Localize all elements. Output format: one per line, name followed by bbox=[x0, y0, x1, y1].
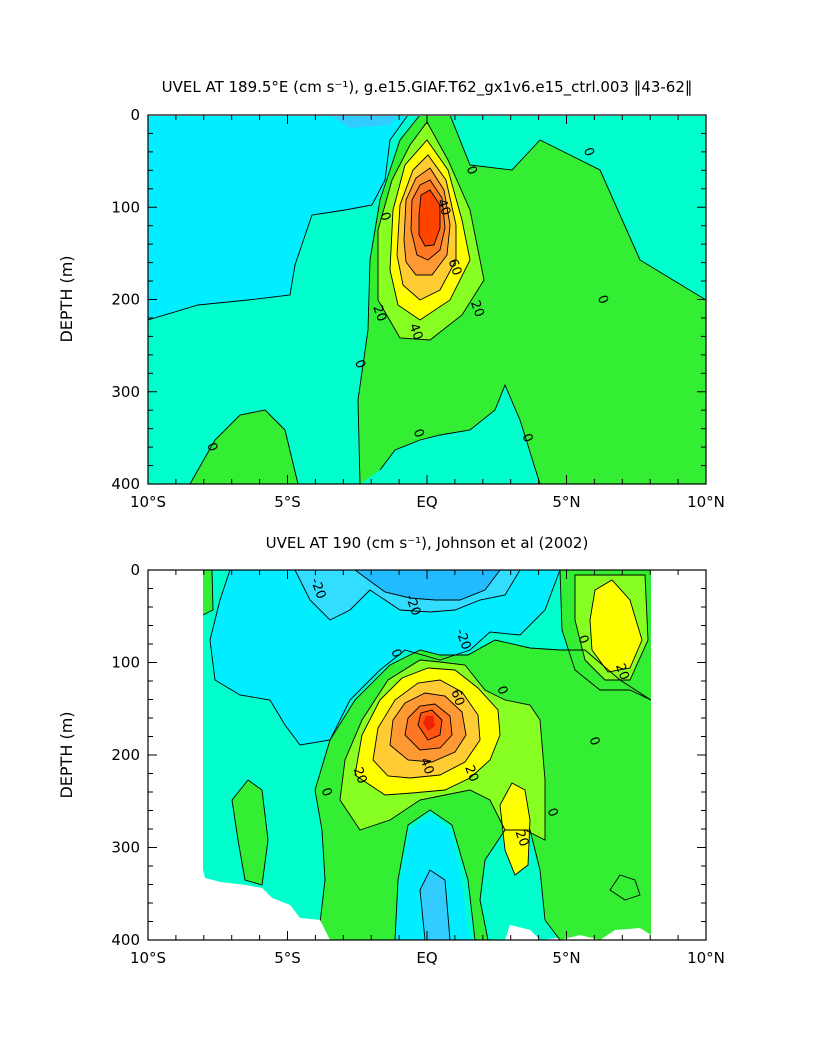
bottom-band-yellow-mid bbox=[500, 783, 530, 875]
y-tick-label: 100 bbox=[111, 654, 140, 672]
contour-label: 40 bbox=[433, 197, 453, 218]
top-band-cyan-surface bbox=[330, 115, 398, 128]
contour-label: 40 bbox=[405, 322, 425, 343]
top-axes: 10°S 5°S EQ 5°N 10°N 0 100 200 300 400 bbox=[111, 106, 725, 511]
bottom-panel: UVEL AT 190 (cm s⁻¹), Johnson et al (200… bbox=[57, 534, 725, 967]
bottom-band-green-w bbox=[232, 780, 268, 885]
bottom-band-cyan bbox=[210, 570, 560, 745]
bottom-band-yellow-ne bbox=[590, 580, 642, 672]
x-tick-label: 10°S bbox=[130, 493, 166, 511]
top-band-cyan bbox=[148, 115, 408, 320]
top-contour-field bbox=[148, 115, 706, 484]
x-tick-label: 10°N bbox=[687, 493, 725, 511]
bottom-nodata-se bbox=[505, 925, 651, 940]
contour-label: -20 bbox=[402, 593, 423, 618]
x-tick-label: 10°N bbox=[687, 949, 725, 967]
contour-label: 20 bbox=[369, 303, 389, 324]
y-tick-label: 300 bbox=[111, 839, 140, 857]
bottom-band-blue-deep bbox=[420, 870, 450, 940]
x-tick-label: EQ bbox=[416, 493, 437, 511]
bottom-nodata-west bbox=[148, 570, 203, 940]
y-tick-label: 400 bbox=[111, 931, 140, 949]
bottom-chart-title: UVEL AT 190 (cm s⁻¹), Johnson et al (200… bbox=[266, 534, 589, 552]
top-chart-title: UVEL AT 189.5°E (cm s⁻¹), g.e15.GIAF.T62… bbox=[162, 78, 693, 97]
bottom-band-green-nw bbox=[203, 570, 213, 615]
x-tick-label: 5°N bbox=[552, 949, 580, 967]
top-band-core bbox=[419, 190, 440, 246]
bottom-band-core bbox=[423, 716, 435, 731]
y-tick-label: 400 bbox=[111, 475, 140, 493]
y-tick-label: 0 bbox=[130, 106, 140, 124]
contour-label: 20 bbox=[467, 299, 487, 320]
bottom-axes: 10°S 5°S EQ 5°N 10°N 0 100 200 300 400 bbox=[111, 561, 725, 967]
x-tick-label: 5°S bbox=[274, 949, 301, 967]
contour-label: 20 bbox=[512, 828, 532, 849]
x-tick-label: 10°S bbox=[130, 949, 166, 967]
bottom-contour-field bbox=[148, 570, 706, 940]
contour-label: 60 bbox=[447, 687, 467, 708]
y-tick-label: 100 bbox=[111, 198, 140, 216]
contour-label: 20 bbox=[612, 662, 632, 683]
contour-label: 20 bbox=[350, 765, 370, 786]
contour-label: 20 bbox=[461, 763, 481, 784]
bottom-nodata-east bbox=[651, 570, 706, 940]
x-tick-label: EQ bbox=[416, 949, 437, 967]
y-tick-label: 300 bbox=[111, 383, 140, 401]
contour-label: 60 bbox=[445, 257, 465, 278]
top-y-axis-label: DEPTH (m) bbox=[57, 255, 76, 342]
bottom-nodata-sw bbox=[203, 870, 330, 940]
y-tick-label: 0 bbox=[130, 561, 140, 579]
contour-label: 40 bbox=[417, 756, 437, 777]
contour-label: -20 bbox=[307, 576, 328, 601]
x-tick-label: 5°S bbox=[274, 493, 301, 511]
top-band-green-sw bbox=[190, 410, 298, 484]
y-tick-label: 200 bbox=[111, 746, 140, 764]
bottom-band-blue bbox=[355, 570, 500, 600]
bottom-band-green-se bbox=[610, 875, 640, 900]
contour-label: -20 bbox=[452, 627, 473, 652]
y-tick-label: 200 bbox=[111, 291, 140, 309]
bottom-y-axis-label: DEPTH (m) bbox=[57, 711, 76, 798]
top-panel: UVEL AT 189.5°E (cm s⁻¹), g.e15.GIAF.T62… bbox=[57, 78, 725, 511]
x-tick-label: 5°N bbox=[552, 493, 580, 511]
